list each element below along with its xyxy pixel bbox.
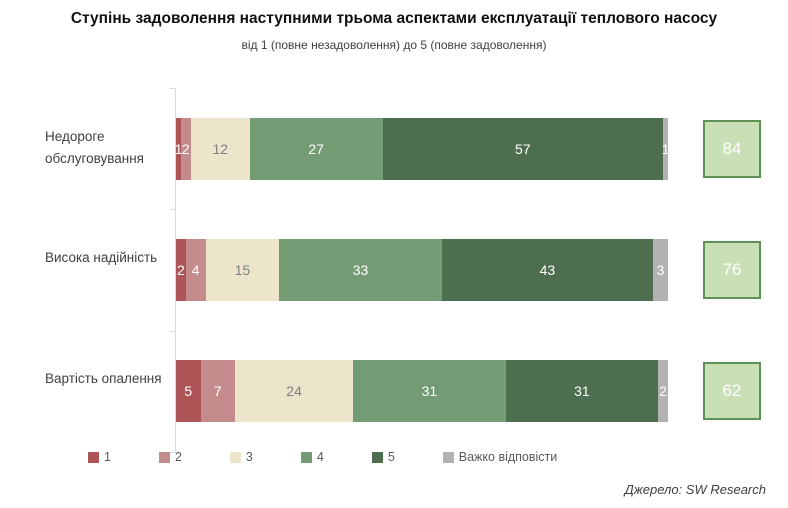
bar-segment: 31 <box>353 360 506 422</box>
bar-segment: 3 <box>653 239 668 301</box>
bar-segment: 57 <box>382 118 664 180</box>
bar-segment: 43 <box>441 239 654 301</box>
legend-swatch-icon <box>88 451 99 463</box>
legend-label: 3 <box>245 450 253 464</box>
stacked-bar: 1 2 12 27 57 1 <box>174 118 670 180</box>
segment-value-label: 43 <box>539 262 556 278</box>
bar-segment: 24 <box>235 360 354 422</box>
legend-label: 4 <box>316 450 324 464</box>
top2-score-box: 76 <box>703 241 761 299</box>
segment-value-label: 12 <box>212 141 229 157</box>
legend-label: Важко відповісти <box>458 450 558 464</box>
stacked-bar: 2 4 15 33 43 3 <box>176 239 668 301</box>
stacked-bar: 5 7 24 31 31 2 <box>176 360 668 422</box>
legend-label: 1 <box>104 450 111 464</box>
legend-label: 2 <box>174 450 182 464</box>
legend-label: 5 <box>387 450 395 464</box>
legend-item: 2 <box>158 450 182 464</box>
segment-value-label: 2 <box>181 141 190 157</box>
category-label: Недороге обслуговування <box>45 129 144 167</box>
bar-segment: 33 <box>279 239 442 301</box>
segment-value-label: 27 <box>308 141 324 157</box>
segment-value-label: 24 <box>286 383 302 399</box>
segment-value-label: 31 <box>421 383 438 399</box>
bar-segment: 31 <box>505 360 659 422</box>
segment-value-label: 15 <box>234 262 251 278</box>
legend-item: Важко відповісти <box>442 450 558 464</box>
bar-segment: 1 <box>661 118 670 180</box>
chart-title: Ступінь задоволення наступними трьома ас… <box>70 10 718 27</box>
segment-value-label: 1 <box>174 141 183 157</box>
legend-item: 1 <box>88 450 111 464</box>
category-label: Висока надійність <box>45 250 158 265</box>
bar-segment: 5 <box>176 360 201 422</box>
legend-swatch-icon <box>300 451 312 463</box>
legend-swatch-icon <box>442 451 454 463</box>
bar-segment: 2 <box>180 118 191 180</box>
bar-segment: 7 <box>200 360 236 422</box>
bar-segment: 12 <box>190 118 250 180</box>
plot-area: 1 2 12 27 57 1 2 4 15 33 43 3 5 7 24 31 31 2 <box>170 88 670 453</box>
segment-value-label: 4 <box>191 262 200 278</box>
axis-tick <box>170 209 176 210</box>
bar-segment: 2 <box>176 239 186 301</box>
axis-tick <box>170 452 176 453</box>
segment-value-label: 5 <box>184 383 193 399</box>
top2-score-box: 84 <box>703 120 761 178</box>
bar-segment: 15 <box>205 239 280 301</box>
chart-subtitle: від 1 (повне незадоволення) до 5 (повне … <box>241 38 547 52</box>
legend: 1 2 3 4 5 Важко відповісти <box>88 450 557 464</box>
segment-value-label: 57 <box>515 141 531 157</box>
segment-value-label: 7 <box>213 383 222 399</box>
segment-value-label: 3 <box>656 262 665 278</box>
top2-score-box: 62 <box>703 362 761 420</box>
axis-tick <box>170 88 176 89</box>
bar-segment: 1 <box>174 118 183 180</box>
legend-swatch-icon <box>371 451 383 463</box>
segment-value-label: 2 <box>177 262 185 278</box>
category-label: Вартість опалення <box>45 371 162 386</box>
bar-segment: 2 <box>658 360 668 422</box>
segment-value-label: 1 <box>661 141 670 157</box>
legend-item: 3 <box>229 450 253 464</box>
bar-segment: 4 <box>185 239 206 301</box>
bar-segment: 27 <box>249 118 383 180</box>
legend-item: 5 <box>371 450 395 464</box>
axis-tick <box>170 331 176 332</box>
legend-swatch-icon <box>229 451 241 463</box>
segment-value-label: 33 <box>352 262 369 278</box>
source-note: Джерело: SW Research <box>624 482 766 497</box>
segment-value-label: 2 <box>659 383 667 399</box>
legend-swatch-icon <box>158 451 170 463</box>
legend-item: 4 <box>300 450 324 464</box>
bar-rows: 1 2 12 27 57 1 2 4 15 33 43 3 5 7 24 31 31 2 <box>174 88 670 452</box>
y-axis-line <box>175 88 176 452</box>
segment-value-label: 31 <box>574 383 590 399</box>
